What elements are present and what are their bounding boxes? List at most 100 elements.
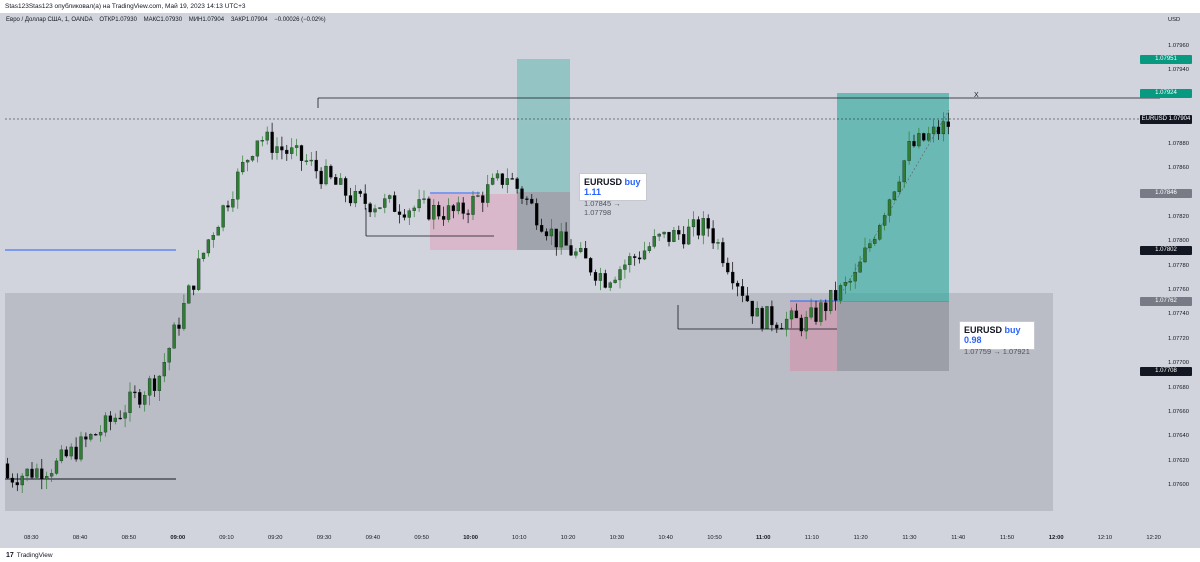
candle-body	[549, 228, 554, 237]
price-tick-label: 1.07940	[1168, 67, 1189, 74]
candle-body	[711, 228, 715, 244]
candle-body	[682, 234, 686, 245]
time-tick-label: 11:10	[804, 535, 819, 541]
candle-body	[397, 211, 402, 215]
time-tick-label: 10:30	[609, 535, 625, 541]
candle-body	[500, 173, 505, 185]
trade-2-ratio: 0.98	[964, 335, 982, 345]
candle-body	[59, 449, 64, 462]
candle-body	[530, 198, 534, 204]
candle-body	[539, 225, 544, 232]
chart-area[interactable]: Евро / Доллар США, 1, OANDA ОТКР1.07930 …	[0, 13, 1200, 548]
trade-2-side: buy	[1004, 325, 1021, 335]
candle-body	[182, 303, 186, 329]
candle-body	[525, 198, 529, 200]
candle-body	[623, 264, 627, 270]
price-axis-bg	[1160, 13, 1200, 548]
candle-body	[780, 327, 784, 330]
candle-body	[128, 391, 132, 413]
candle-body	[79, 436, 83, 460]
candle-body	[157, 375, 162, 391]
candle-body	[201, 252, 206, 259]
trade-path-2	[836, 109, 950, 302]
trade-label-2[interactable]: EURUSD buy 0.98 1.07759 → 1.07921	[959, 321, 1035, 356]
candle-body	[187, 285, 191, 304]
price-tick-label: 1.07760	[1168, 287, 1189, 293]
time-tick-label: 11:00	[756, 535, 771, 541]
candle-body	[829, 289, 833, 312]
candle-body	[147, 378, 152, 396]
candle-body	[226, 205, 230, 208]
candle-body	[936, 126, 941, 135]
candlestick-chart[interactable]	[0, 13, 1200, 548]
candle-body	[824, 302, 828, 312]
candle-body	[579, 248, 583, 252]
candle-body	[574, 251, 578, 256]
candle-body	[897, 181, 901, 192]
candle-body	[54, 460, 59, 474]
candle-body	[584, 248, 588, 259]
candle-body	[490, 177, 495, 185]
candle-body	[804, 316, 808, 332]
candle-body	[843, 282, 848, 286]
candle-body	[535, 203, 539, 226]
candle-body	[887, 199, 892, 216]
candle-body	[760, 307, 764, 329]
candle-body	[118, 417, 122, 420]
candle-body	[103, 415, 108, 433]
candle-body	[588, 258, 593, 273]
candle-body	[417, 199, 421, 209]
candle-body	[892, 191, 897, 200]
candle-body	[348, 195, 353, 204]
legend-high: МАКС1.07930	[143, 17, 183, 23]
time-tick-label: 08:40	[72, 535, 88, 541]
candle-body	[285, 149, 289, 154]
candle-body	[294, 145, 299, 148]
time-tick-label: 11:30	[902, 535, 917, 541]
trade-2-range: 1.07759 → 1.07921	[964, 347, 1030, 356]
candle-body	[784, 318, 789, 330]
price-tag: 1.07924	[1140, 89, 1192, 98]
top-banner: Stas123Stas123 опубликовал(а) на Trading…	[5, 3, 246, 10]
candle-body	[280, 146, 284, 151]
candle-body	[657, 233, 661, 237]
candle-body	[143, 395, 147, 405]
candle-body	[603, 273, 607, 288]
candle-body	[196, 258, 201, 290]
candle-body	[402, 214, 407, 218]
price-tick-label: 1.07780	[1168, 262, 1189, 269]
candle-body	[221, 205, 225, 228]
time-tick-label: 12:20	[1146, 535, 1161, 541]
candle-body	[672, 230, 676, 242]
candle-body	[177, 324, 181, 329]
candle-body	[927, 133, 931, 141]
candle-body	[461, 202, 465, 214]
candle-body	[691, 219, 696, 228]
price-tag: EURUSD 1.07904	[1140, 115, 1192, 124]
candle-body	[49, 473, 54, 477]
close-marker[interactable]: X	[974, 92, 979, 99]
candle-body	[544, 231, 549, 237]
candle-body	[314, 159, 318, 172]
candle-body	[20, 475, 24, 486]
candle-body	[799, 317, 803, 332]
candle-body	[931, 126, 936, 134]
candle-body	[745, 295, 750, 302]
candle-body	[437, 204, 441, 217]
candle-body	[946, 121, 950, 127]
candle-body	[598, 273, 603, 281]
time-tick-label: 10:00	[463, 535, 479, 541]
candle-body	[441, 216, 446, 220]
candle-body	[407, 210, 411, 218]
price-tick-label: 1.07640	[1168, 433, 1189, 440]
candle-body	[304, 160, 309, 162]
price-tag: 1.07846	[1140, 189, 1192, 198]
candle-body	[481, 195, 485, 203]
price-tick-label: 1.07800	[1168, 238, 1189, 245]
trade-label-1[interactable]: EURUSD buy 1.11 1.07845 → 1.07798	[579, 173, 647, 217]
candle-body	[69, 446, 73, 457]
candle-body	[853, 272, 857, 282]
trade-1-range: 1.07845 → 1.07798	[584, 199, 621, 217]
candle-body	[520, 188, 524, 199]
candle-body	[84, 436, 88, 440]
